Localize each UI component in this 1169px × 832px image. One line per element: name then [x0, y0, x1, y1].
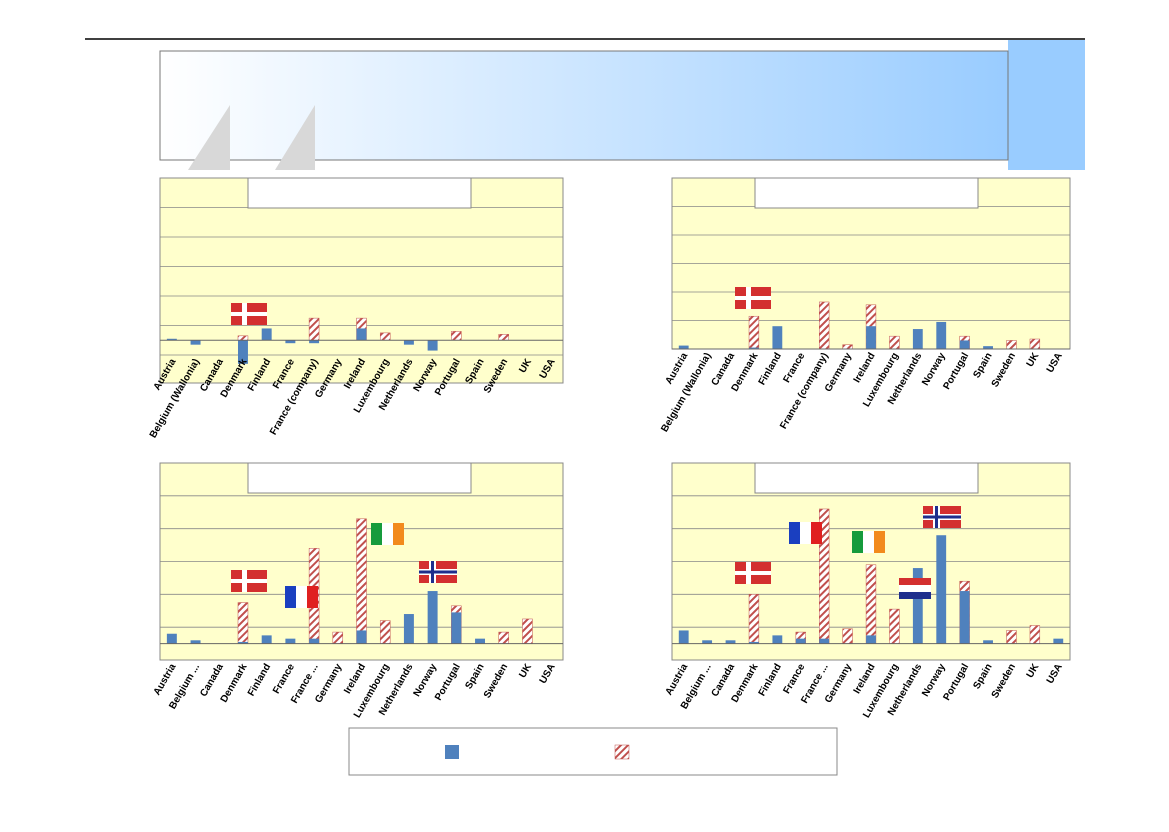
bar: [190, 340, 201, 345]
bar: [983, 640, 993, 644]
bar: [285, 340, 296, 344]
x-tick-label: USA: [538, 662, 558, 686]
bar: [983, 346, 993, 349]
header-box: [159, 50, 1009, 161]
legend-box: [348, 727, 838, 776]
bar: [1029, 625, 1041, 644]
bar: [772, 635, 783, 644]
bar: [865, 564, 877, 644]
bar: [889, 335, 900, 350]
x-tick-label: UK: [517, 661, 534, 680]
x-tick-label: USA: [1045, 662, 1065, 686]
x-tick-label: UK: [1025, 661, 1042, 680]
bar: [842, 628, 853, 644]
bar: [332, 631, 344, 644]
bar: [285, 638, 296, 644]
bar: [936, 321, 947, 349]
x-tick-label: Finland: [757, 351, 784, 387]
chart-title-box: [754, 462, 979, 494]
bar: [451, 612, 462, 644]
x-tick-label: France (company): [778, 351, 831, 431]
bar: [912, 329, 923, 349]
bar: [356, 518, 367, 644]
bar: [959, 340, 970, 349]
x-tick-label: Spain: [972, 662, 995, 691]
bar: [1006, 630, 1017, 644]
bar: [749, 347, 759, 349]
bar: [166, 633, 177, 644]
x-tick-label: USA: [1045, 351, 1065, 375]
bar: [866, 635, 876, 644]
bar: [237, 602, 249, 644]
bar: [356, 328, 367, 341]
x-tick-label: Belgium (Wallonia): [659, 351, 713, 434]
bar: [842, 344, 853, 350]
bar: [403, 614, 414, 644]
bar: [1006, 340, 1017, 350]
chart-title-box: [247, 462, 472, 494]
chart-title-box: [247, 177, 472, 209]
x-tick-label: UK: [1025, 350, 1042, 369]
header-band: [1008, 40, 1085, 170]
bar: [866, 326, 876, 349]
bar: [190, 640, 201, 644]
bar: [475, 638, 486, 644]
bar: [522, 618, 533, 644]
bar: [889, 608, 900, 644]
bar: [748, 315, 760, 350]
bar: [498, 334, 509, 341]
bar: [748, 594, 760, 644]
bar: [309, 340, 320, 344]
bar: [403, 340, 414, 345]
bar: [427, 340, 438, 351]
bar: [309, 638, 320, 644]
bar: [427, 591, 438, 644]
bar: [261, 328, 272, 341]
bar: [237, 335, 249, 341]
bar: [451, 331, 462, 341]
x-tick-label: Spain: [463, 662, 486, 691]
bar: [498, 631, 509, 644]
plot-area: [159, 177, 564, 384]
bar: [379, 620, 391, 644]
x-tick-label: France: [271, 662, 297, 696]
bar: [772, 326, 783, 349]
x-tick-label: Ireland: [342, 662, 368, 696]
bar: [725, 640, 736, 644]
bar: [379, 332, 391, 341]
bar: [1053, 638, 1064, 644]
bar: [819, 638, 830, 644]
bar: [237, 641, 248, 644]
bar: [261, 635, 272, 644]
bar: [819, 301, 830, 350]
x-tick-label: Spain: [972, 351, 995, 380]
legend-swatch: [614, 744, 630, 760]
bar: [678, 630, 689, 644]
bar: [749, 641, 759, 644]
bar: [308, 317, 320, 341]
bar: [237, 340, 248, 364]
flags: [231, 287, 961, 608]
bar: [702, 640, 713, 644]
bar: [678, 345, 689, 349]
chart-title-box: [754, 177, 979, 209]
bar: [1029, 338, 1041, 350]
bar: [166, 338, 177, 341]
decor: [188, 105, 230, 170]
bar: [936, 535, 947, 644]
legend-swatch: [445, 745, 459, 759]
x-tick-label: Finland: [246, 662, 273, 698]
x-tick-label: Finland: [757, 662, 784, 698]
decor: [275, 105, 315, 170]
bar: [959, 591, 970, 644]
bar: [912, 568, 923, 644]
bar: [795, 638, 806, 644]
bar: [356, 630, 367, 644]
